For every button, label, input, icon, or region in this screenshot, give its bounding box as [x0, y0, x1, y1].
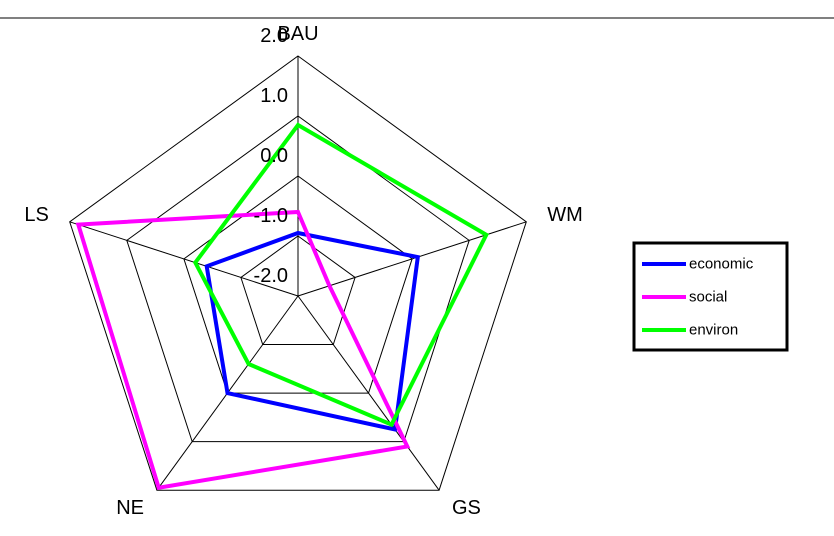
legend-label-economic: economic [689, 256, 754, 273]
tick-label: 2.0 [260, 25, 288, 47]
grid-ring [183, 175, 413, 394]
axis-label-ne: NE [116, 497, 144, 519]
legend: economic social environ [632, 241, 789, 352]
tick-labels: -2.0 -1.0 0.0 1.0 2.0 [254, 25, 288, 287]
axis-label-ls: LS [24, 204, 48, 226]
tick-label: -2.0 [254, 265, 288, 287]
tick-label: 0.0 [260, 145, 288, 167]
grid-spoke [297, 295, 440, 491]
series-line-environ [192, 122, 489, 428]
grid-ring [240, 235, 356, 345]
series-line-social [75, 209, 411, 490]
tick-label: 1.0 [260, 85, 288, 107]
grid-ring [69, 55, 527, 491]
axis-label-wm: WM [547, 204, 583, 226]
legend-label-social: social [689, 289, 727, 306]
grid-spoke [69, 221, 299, 297]
radar-series [75, 122, 489, 490]
axis-label-bau: BAU [277, 23, 318, 45]
legend-label-environ: environ [689, 322, 738, 339]
tick-label: -1.0 [254, 205, 288, 227]
axis-labels: BAU WM GS NE LS [24, 23, 582, 519]
series-line-economic [204, 230, 421, 432]
axis-label-gs: GS [452, 497, 481, 519]
